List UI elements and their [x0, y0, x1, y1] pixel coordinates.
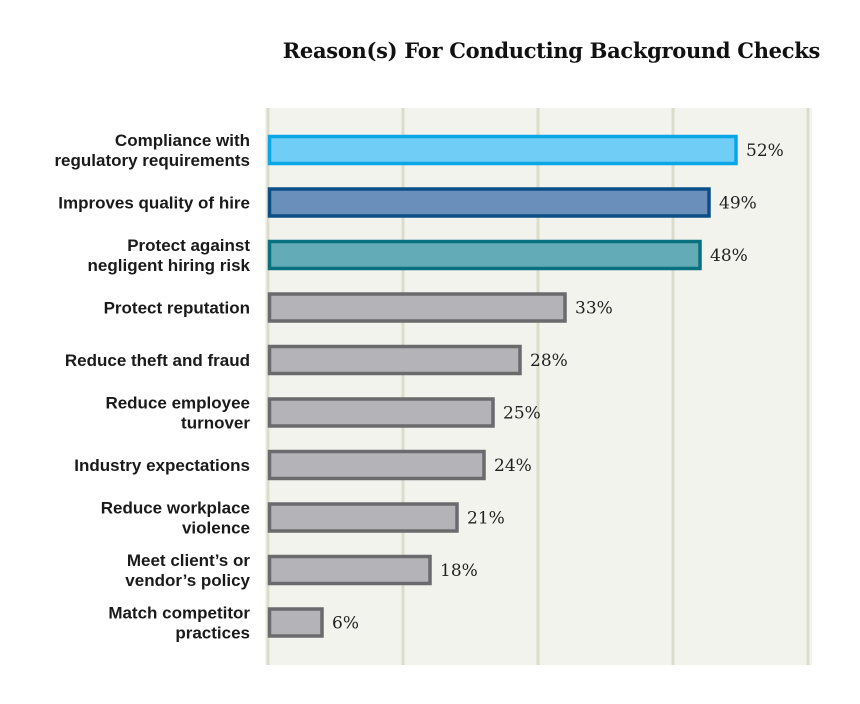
category-label: Compliance with regulatory requirements — [54, 131, 250, 170]
data-label: 52% — [746, 141, 784, 161]
category-label: Reduce theft and fraud — [65, 351, 250, 370]
bar — [267, 187, 711, 218]
bar — [267, 607, 324, 638]
data-label: 49% — [719, 194, 757, 214]
category-label: Improves quality of hire — [58, 194, 250, 213]
category-label: Reduce employee turnover — [105, 394, 250, 433]
bar — [267, 554, 432, 586]
category-label: Protect against negligent hiring risk — [88, 236, 251, 275]
bar — [267, 449, 486, 481]
data-label: 33% — [575, 299, 613, 319]
data-label: 48% — [710, 246, 748, 266]
data-label: 21% — [467, 509, 505, 529]
data-label: 18% — [440, 561, 478, 581]
bar — [267, 292, 567, 323]
category-label: Protect reputation — [104, 299, 250, 318]
category-label: Reduce workplace violence — [101, 499, 250, 538]
category-label: Industry expectations — [74, 456, 250, 475]
data-label: 24% — [494, 456, 532, 476]
bar — [267, 502, 459, 533]
chart-title: Reason(s) For Conducting Background Chec… — [282, 38, 821, 63]
bar — [267, 134, 738, 166]
data-label: 28% — [530, 351, 568, 371]
data-label: 25% — [503, 404, 541, 424]
bar — [267, 344, 522, 376]
bar — [267, 397, 495, 428]
category-label: Match competitor practices — [108, 604, 250, 643]
bar — [267, 239, 702, 271]
category-label: Meet client’s or vendor’s policy — [125, 551, 250, 590]
data-label: 6% — [332, 614, 359, 634]
